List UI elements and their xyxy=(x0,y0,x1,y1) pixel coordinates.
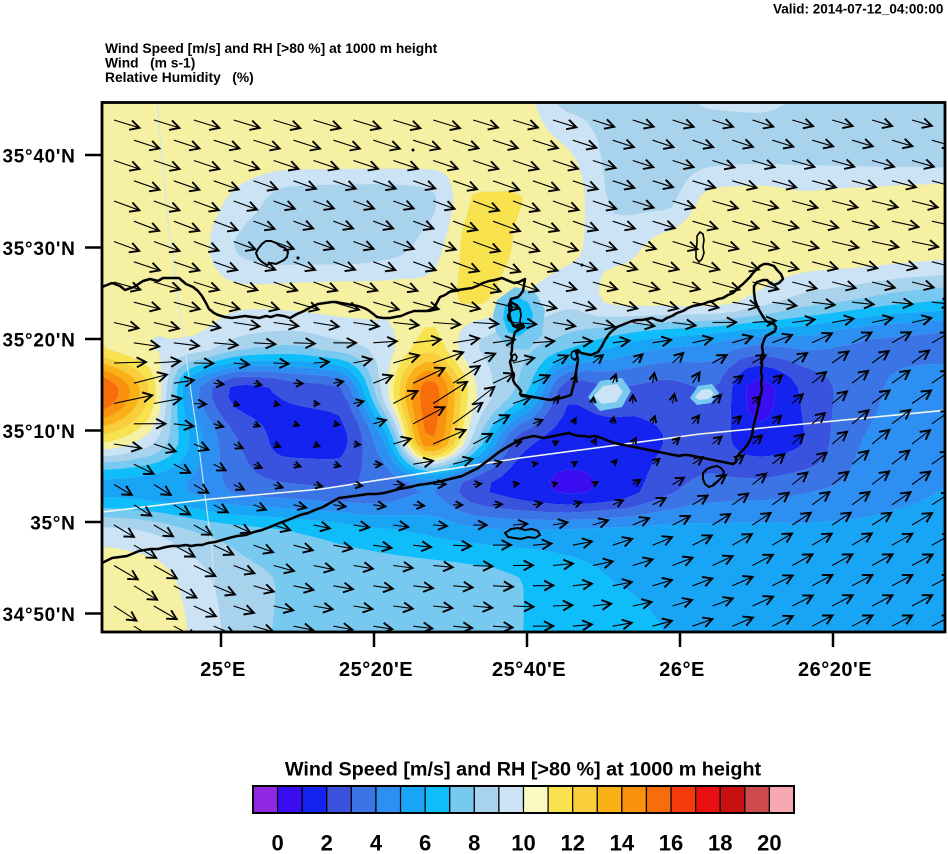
svg-text:Relative Humidity (%): Relative Humidity (%) xyxy=(105,70,254,85)
svg-text:35°N: 35°N xyxy=(30,513,75,534)
svg-text:35°30'N: 35°30'N xyxy=(2,239,75,260)
svg-text:18: 18 xyxy=(708,831,732,854)
svg-text:25°20'E: 25°20'E xyxy=(339,659,413,681)
svg-text:26°20'E: 26°20'E xyxy=(798,659,872,681)
svg-text:0: 0 xyxy=(271,831,283,854)
svg-text:Wind Speed [m/s] and RH [>80 %: Wind Speed [m/s] and RH [>80 %] at 1000 … xyxy=(285,759,762,781)
svg-text:10: 10 xyxy=(511,831,535,854)
svg-text:26°E: 26°E xyxy=(659,659,705,681)
svg-text:6: 6 xyxy=(419,831,431,854)
svg-text:2: 2 xyxy=(321,831,333,854)
svg-text:12: 12 xyxy=(560,831,584,854)
svg-text:34°50'N: 34°50'N xyxy=(2,605,75,626)
svg-text:8: 8 xyxy=(468,831,480,854)
svg-text:35°40'N: 35°40'N xyxy=(2,146,75,167)
svg-text:25°E: 25°E xyxy=(200,659,246,681)
svg-text:20: 20 xyxy=(757,831,781,854)
svg-text:Wind (m s-1): Wind (m s-1) xyxy=(105,56,195,71)
svg-text:Valid: 2014-07-12_04:00:00: Valid: 2014-07-12_04:00:00 xyxy=(773,2,943,17)
svg-text:14: 14 xyxy=(610,831,635,854)
svg-text:25°40'E: 25°40'E xyxy=(492,659,566,681)
svg-text:35°10'N: 35°10'N xyxy=(2,422,75,443)
svg-text:4: 4 xyxy=(370,831,383,854)
svg-text:Wind Speed [m/s] and RH [>80 %: Wind Speed [m/s] and RH [>80 %] at 1000 … xyxy=(105,41,438,56)
svg-text:16: 16 xyxy=(659,831,683,854)
svg-text:35°20'N: 35°20'N xyxy=(2,330,75,351)
